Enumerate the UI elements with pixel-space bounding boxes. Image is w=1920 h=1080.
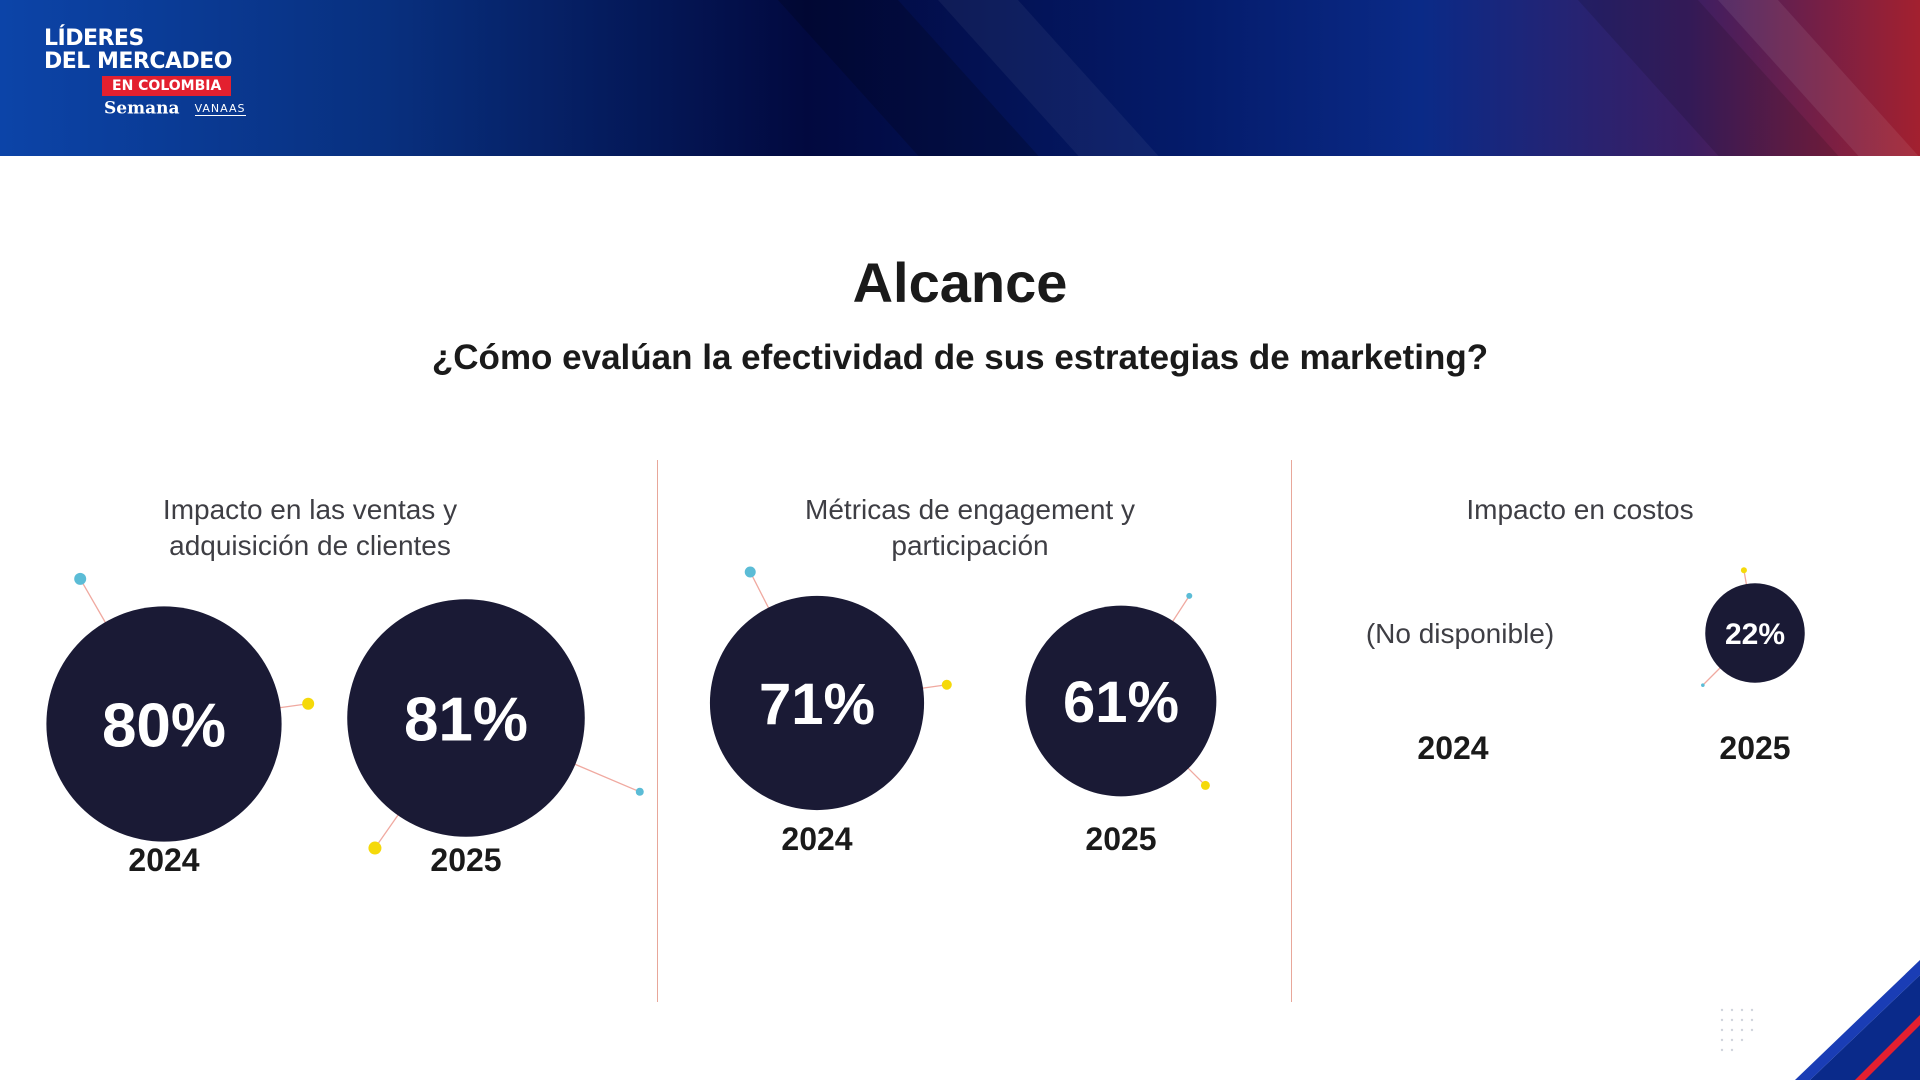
accent-dot-yellow xyxy=(368,841,382,855)
header-band: LÍDERES DEL MERCADEO EN COLOMBIA Semana … xyxy=(0,0,1920,156)
corner-decoration xyxy=(1720,960,1920,1080)
accent-dot-yellow xyxy=(941,679,952,690)
accent-dot-blue xyxy=(635,787,644,796)
year-label: 2025 xyxy=(1085,821,1156,857)
value-bubble xyxy=(46,606,282,842)
section-title-costs: Impacto en costos xyxy=(1466,494,1694,525)
year-label: 2025 xyxy=(1719,730,1790,766)
partner-logos: Semana VANAAS xyxy=(104,98,264,119)
year-label: 2024 xyxy=(1417,730,1488,766)
value-bubble xyxy=(347,599,585,837)
value-bubble xyxy=(1705,583,1805,683)
connector-line xyxy=(573,763,641,793)
section-title-sales: Impacto en las ventas y adquisición de c… xyxy=(162,494,458,561)
connector-line xyxy=(1171,595,1190,624)
year-label: 2024 xyxy=(781,821,852,857)
semana-logo: Semana xyxy=(104,98,180,119)
connector-line xyxy=(374,813,400,849)
accent-dot-blue xyxy=(1701,683,1705,687)
accent-dot-blue xyxy=(744,566,756,578)
connector-line xyxy=(749,571,770,610)
value-label: 71% xyxy=(759,672,875,737)
year-label: 2025 xyxy=(430,842,501,878)
value-label: 22% xyxy=(1725,618,1785,651)
page-subtitle: ¿Cómo evalúan la efectividad de sus estr… xyxy=(431,338,1489,377)
accent-dot-yellow xyxy=(1740,567,1747,574)
value-label: 81% xyxy=(404,685,528,754)
value-label: 80% xyxy=(102,691,226,760)
year-label: 2024 xyxy=(128,842,199,878)
connector-line xyxy=(1702,666,1722,686)
logo-badge: EN COLOMBIA xyxy=(102,76,232,96)
value-bubble xyxy=(709,595,925,811)
accent-dot-yellow xyxy=(1200,780,1210,790)
connector-line xyxy=(1743,570,1748,587)
connector-line xyxy=(1186,766,1206,786)
not-available-label: (No disponible) xyxy=(1365,618,1555,649)
value-bubble xyxy=(1025,605,1217,797)
connector-line xyxy=(278,703,309,709)
brand-logo: LÍDERES DEL MERCADEO EN COLOMBIA Semana … xyxy=(44,28,264,119)
page-title: Alcance xyxy=(852,251,1068,314)
accent-dot-yellow xyxy=(302,697,315,710)
accent-dot-blue xyxy=(1186,592,1193,599)
vanaas-logo: VANAAS xyxy=(194,101,246,116)
logo-line-1: LÍDERES xyxy=(44,26,144,51)
connector-line xyxy=(920,684,947,690)
value-label: 61% xyxy=(1063,670,1179,735)
logo-line-2: DEL MERCADEO xyxy=(44,49,233,74)
section-divider xyxy=(1291,460,1292,1002)
section-title-engagement: Métricas de engagement y participación xyxy=(805,494,1135,561)
connector-line xyxy=(79,578,107,625)
accent-dot-blue xyxy=(74,572,87,585)
section-divider xyxy=(657,460,658,1002)
